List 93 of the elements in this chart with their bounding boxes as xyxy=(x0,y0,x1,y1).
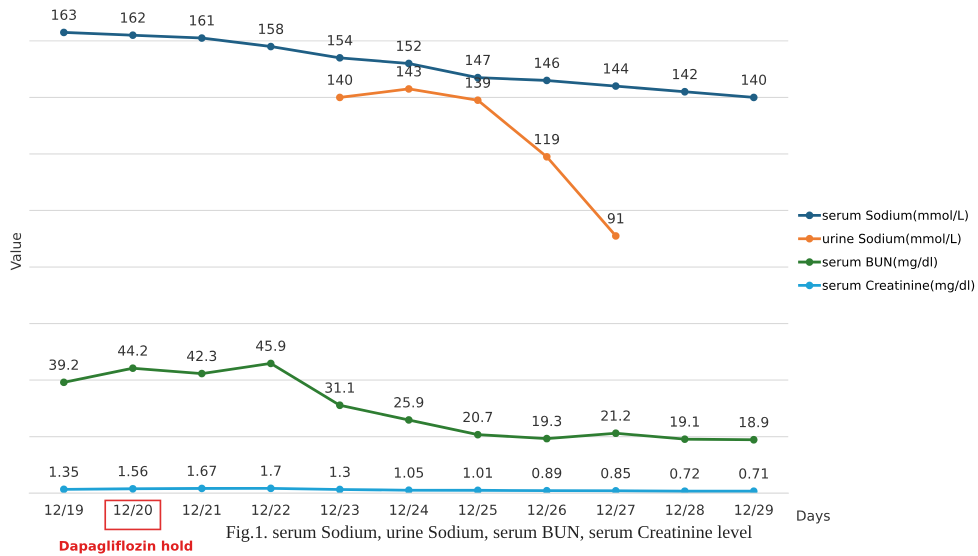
point xyxy=(404,486,413,494)
point xyxy=(750,436,758,444)
data-label: 1.3 xyxy=(330,466,350,478)
point xyxy=(266,484,275,492)
x-tick-label: 12/20 xyxy=(114,504,152,516)
data-label: 1.67 xyxy=(188,466,216,476)
data-label: 147 xyxy=(466,54,490,66)
data-label: 1.56 xyxy=(118,466,148,476)
x-axis-title: Days xyxy=(797,510,830,524)
x-tick-label: 12/28 xyxy=(666,504,704,516)
x-tick-label: 12/27 xyxy=(597,504,635,516)
point xyxy=(60,486,68,494)
caption: Fig.1. serum Sodium, urine Sodium, serum BUN, serum Creatinine level xyxy=(226,525,752,542)
point xyxy=(474,96,482,104)
data-label: 1.35 xyxy=(50,466,78,477)
data-label: 144 xyxy=(604,63,628,74)
data-label: 21.2 xyxy=(601,410,630,421)
point xyxy=(680,435,689,443)
data-label: 119 xyxy=(535,134,560,144)
point xyxy=(129,364,137,372)
data-label: 91 xyxy=(608,213,624,224)
x-tick-label: 12/21 xyxy=(183,504,221,516)
data-label: 18.9 xyxy=(740,416,768,428)
point xyxy=(129,484,137,493)
point xyxy=(750,487,758,494)
data-label: 0.72 xyxy=(670,468,699,479)
data-label: 31.1 xyxy=(325,382,354,393)
point xyxy=(542,152,551,161)
point xyxy=(474,430,482,438)
data-label: 19.1 xyxy=(670,416,699,427)
data-label: 44.2 xyxy=(118,345,147,356)
point xyxy=(750,94,758,102)
point xyxy=(612,82,620,90)
data-label: 143 xyxy=(397,66,421,77)
point xyxy=(60,378,68,386)
point xyxy=(474,486,482,494)
point xyxy=(404,416,413,424)
data-label: 0.71 xyxy=(739,468,768,479)
data-label: 1.7 xyxy=(261,466,281,476)
data-label: 0.85 xyxy=(601,468,630,478)
point xyxy=(404,85,413,93)
point xyxy=(198,370,206,378)
text: Dapagliflozin hold xyxy=(60,540,192,554)
data-label: 25.9 xyxy=(394,397,424,408)
point xyxy=(612,232,620,240)
legend-label: serum Creatinine(mg/dl) xyxy=(822,280,974,292)
point xyxy=(680,487,689,494)
x-tick-label: 12/23 xyxy=(321,504,359,516)
data-label: 158 xyxy=(259,24,284,34)
data-label: 140 xyxy=(742,74,766,85)
point xyxy=(680,88,689,96)
point xyxy=(266,360,275,368)
point xyxy=(542,434,551,442)
data-label: 163 xyxy=(52,9,76,20)
x-tick-label: 12/19 xyxy=(45,504,83,516)
data-label: 152 xyxy=(397,40,421,52)
x-tick-label: 12/26 xyxy=(528,504,566,516)
data-label: 1.01 xyxy=(464,467,492,478)
point xyxy=(198,484,206,492)
data-label: 142 xyxy=(673,68,697,80)
x-tick-label: 12/22 xyxy=(252,504,290,516)
point xyxy=(336,94,344,102)
point xyxy=(542,486,551,494)
legend-label: serum Sodium(mmol/L) xyxy=(822,210,968,222)
data-label: 139 xyxy=(466,77,490,88)
point xyxy=(612,429,620,438)
point xyxy=(336,54,344,62)
x-tick-label: 12/24 xyxy=(390,504,428,516)
data-label: 146 xyxy=(535,58,560,68)
point xyxy=(60,28,68,36)
data-label: 0.89 xyxy=(532,468,562,478)
data-label: 39.2 xyxy=(49,359,78,370)
data-label: 161 xyxy=(190,15,214,26)
point xyxy=(336,401,344,410)
point xyxy=(612,486,620,494)
point xyxy=(266,42,275,50)
y-axis-title: Value xyxy=(10,232,22,270)
x-tick-label: 12/29 xyxy=(735,504,773,516)
data-label: 162 xyxy=(121,12,145,23)
point xyxy=(336,486,344,494)
point xyxy=(542,76,551,84)
point xyxy=(198,34,206,42)
data-label: 20.7 xyxy=(463,412,492,422)
data-label: 19.3 xyxy=(532,416,562,426)
data-label: 154 xyxy=(328,35,352,46)
legend-label: serum BUN(mg/dl) xyxy=(822,256,937,270)
data-label: 42.3 xyxy=(187,350,216,362)
data-label: 1.05 xyxy=(394,467,424,478)
data-label: 140 xyxy=(328,74,352,85)
data-label: 45.9 xyxy=(256,340,286,352)
legend-label: urine Sodium(mmol/L) xyxy=(823,234,961,245)
x-tick-label: 12/25 xyxy=(459,504,497,516)
point xyxy=(129,31,137,40)
